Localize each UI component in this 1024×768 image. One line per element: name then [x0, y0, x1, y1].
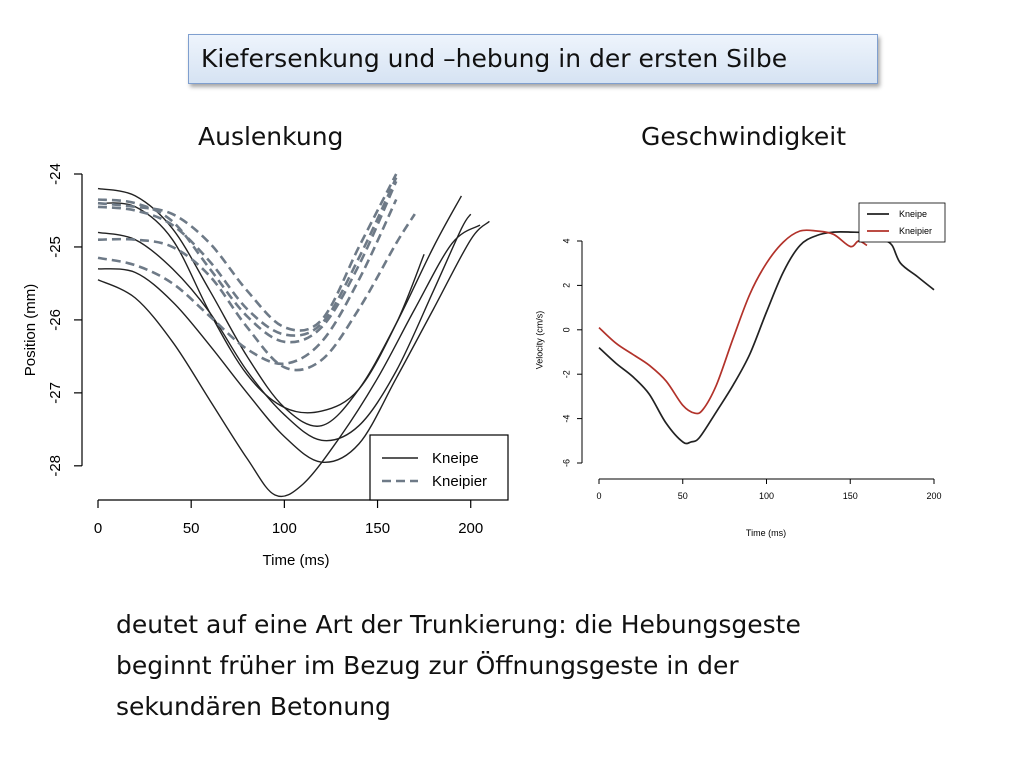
- slide-title: Kiefersenkung und –hebung in der ersten …: [188, 34, 878, 84]
- y-tick-label: -26: [47, 309, 64, 331]
- legend-box: [369, 434, 509, 501]
- series-line-kneipier: [97, 198, 398, 366]
- series-line-kneipier: [598, 229, 868, 415]
- legend-label-kneipe: Kneipe: [432, 450, 479, 467]
- legend-label-kneipier: Kneipier: [899, 226, 932, 236]
- x-tick-label: 50: [183, 520, 200, 537]
- series-line-kneipe: [97, 202, 425, 414]
- y-tick-label: 2: [561, 283, 571, 288]
- position-chart: -24 -25 -26 -27 -28 0 50 100 150 200 Time (ms) Posi…: [22, 163, 509, 569]
- x-axis-label: Time (ms): [746, 528, 786, 538]
- x-tick-label: 150: [843, 491, 858, 501]
- x-tick-label: 0: [94, 520, 102, 537]
- x-tick-label: 50: [678, 491, 688, 501]
- caption-line: beginnt früher im Bezug zur Öffnungsgest…: [116, 651, 739, 680]
- y-tick-label: -27: [47, 382, 64, 404]
- velocity-chart: 4 2 0 -2 -4 -6 0 50 100 150 200 Time (ms) Velocity (…: [534, 202, 946, 538]
- series-line-kneipe: [97, 220, 490, 464]
- caption: deutet auf eine Art der Trunkierung: die…: [116, 604, 916, 727]
- x-tick-label: 100: [759, 491, 774, 501]
- x-tick-label: 150: [365, 520, 390, 537]
- y-tick-label: 0: [561, 327, 571, 332]
- series-line-kneipier: [97, 173, 398, 332]
- left-chart-heading: Auslenkung: [198, 122, 344, 151]
- series-line-kneipe: [97, 213, 472, 442]
- legend-label-kneipe: Kneipe: [899, 209, 927, 219]
- series-line-kneipe: [97, 224, 481, 498]
- caption-line: deutet auf eine Art der Trunkierung: die…: [116, 610, 801, 639]
- y-tick-label: -6: [561, 459, 571, 467]
- series-line-kneipier: [97, 180, 398, 344]
- y-tick-label: -2: [561, 370, 571, 378]
- y-tick-label: 4: [561, 238, 571, 243]
- right-chart-heading: Geschwindigkeit: [641, 122, 847, 151]
- y-tick-label: -25: [47, 236, 64, 258]
- x-tick-label: 100: [272, 520, 297, 537]
- legend-box: [858, 202, 946, 243]
- y-tick-label: -24: [47, 163, 64, 185]
- x-tick-label: 200: [458, 520, 483, 537]
- y-axis-label: Velocity (cm/s): [534, 311, 544, 370]
- x-tick-label: 200: [926, 491, 941, 501]
- caption-line: sekundären Betonung: [116, 692, 391, 721]
- x-axis-label: Time (ms): [263, 552, 330, 569]
- y-tick-label: -4: [561, 415, 571, 423]
- y-axis-label: Position (mm): [22, 284, 39, 377]
- legend-label-kneipier: Kneipier: [432, 473, 487, 490]
- y-tick-label: -28: [47, 455, 64, 477]
- series-line-kneipier: [97, 177, 398, 337]
- series-line-kneipier: [97, 213, 416, 372]
- x-tick-label: 0: [596, 491, 601, 501]
